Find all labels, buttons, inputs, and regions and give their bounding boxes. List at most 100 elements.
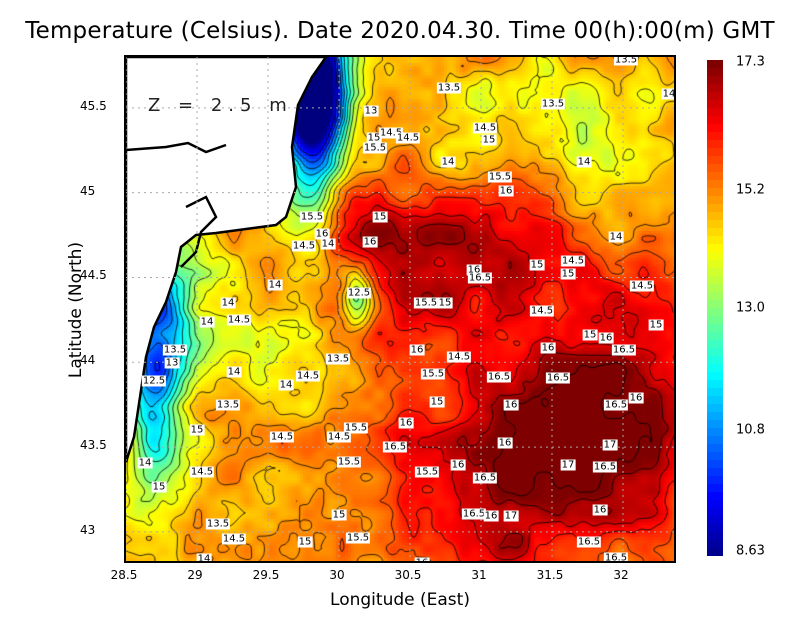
contour-label: 14	[661, 88, 676, 100]
colorbar-tick-label: 8.63	[736, 543, 765, 559]
contour-label: 13.5	[613, 55, 639, 66]
contour-label: 16	[628, 392, 644, 404]
contour-label: 15	[560, 268, 576, 280]
contour-label: 16	[598, 332, 614, 344]
contour-label: 15	[481, 134, 497, 146]
contour-label: 14	[226, 366, 242, 378]
x-tick-label: 31.5	[536, 568, 564, 582]
colorbar-tick-label: 17.3	[736, 54, 765, 70]
contour-label: 17	[503, 510, 519, 522]
contour-label: 16.5	[461, 508, 487, 520]
contour-label: 16	[503, 399, 519, 411]
contour-label: 15	[189, 424, 205, 436]
contour-label: 16	[498, 185, 514, 197]
contour-label: 13.5	[325, 353, 351, 365]
contour-label: 14	[220, 297, 236, 309]
contour-label: 16	[592, 504, 608, 516]
x-tick-label: 30.5	[394, 568, 422, 582]
contour-label: 15.5	[345, 532, 371, 544]
contour-label: 16.5	[486, 371, 512, 383]
contour-label: 13.5	[215, 399, 241, 411]
contour-label: 15.5	[413, 297, 439, 309]
contour-label: 14.5	[326, 431, 352, 443]
contour-label: 13	[164, 357, 180, 369]
y-tick-label: 45.5	[80, 98, 107, 113]
contour-label: 13.5	[162, 344, 188, 356]
contour-label: 16	[314, 228, 330, 240]
contour-label: 16	[497, 437, 513, 449]
colorbar-tick-label: 15.2	[736, 182, 765, 198]
contour-label: 13.5	[205, 518, 231, 530]
contour-label: 15.5	[362, 142, 388, 154]
contour-label: 14.5	[226, 314, 252, 326]
contour-label: 16.5	[576, 536, 602, 548]
depth-label: Z = 2.5 m	[148, 95, 293, 116]
contour-label: 16.5	[382, 441, 408, 453]
contour-label: 16	[362, 236, 378, 248]
contour-label: 15	[429, 396, 445, 408]
contour-label: 15.5	[487, 171, 513, 183]
contour-label: 14.5	[269, 431, 295, 443]
border-line	[126, 141, 227, 154]
y-tick-label: 44.5	[80, 268, 107, 283]
x-tick-label: 32	[613, 568, 629, 582]
contour-label: 15.5	[343, 422, 369, 434]
contour-label: 16.5	[472, 472, 498, 484]
delta-outline	[180, 195, 218, 268]
contour-label: 15.5	[336, 456, 362, 468]
colorbar	[707, 60, 723, 556]
contour-label: 14.5	[189, 466, 215, 478]
contour-label: 14	[320, 238, 336, 250]
contour-label: 14	[440, 156, 456, 168]
contour-label: 16	[540, 342, 556, 354]
contour-label: 16.5	[603, 552, 629, 563]
contour-label: 16.5	[467, 272, 493, 284]
contour-label: 15	[582, 329, 598, 341]
contour-label: 16.5	[603, 399, 629, 411]
contour-label: 14	[576, 156, 592, 168]
contour-label: 12.5	[141, 375, 167, 387]
land-coastline	[126, 57, 328, 463]
x-tick-label: 31	[471, 568, 487, 582]
contour-label: 14	[608, 231, 624, 243]
chart-title: Temperature (Celsius). Date 2020.04.30. …	[25, 18, 775, 44]
contour-label: 13.5	[540, 98, 566, 110]
y-tick-label: 43.5	[80, 438, 107, 453]
contour-label: 15	[529, 259, 545, 271]
y-tick-label: 45	[80, 183, 96, 198]
contour-label: 15	[331, 509, 347, 521]
contour-label: 14	[267, 279, 283, 291]
contour-label: 14.5	[221, 533, 247, 545]
x-tick-label: 29.5	[252, 568, 280, 582]
contour-label: 14.5	[472, 122, 498, 134]
colorbar-tick-label: 13.0	[736, 300, 765, 316]
contour-label: 15.5	[420, 368, 446, 380]
contour-label: 13.5	[436, 82, 462, 94]
x-tick-label: 29	[187, 568, 203, 582]
contour-label: 14.5	[629, 280, 655, 292]
contour-label: 15	[151, 481, 167, 493]
contour-label: 16.5	[611, 344, 637, 356]
contour-label: 16.5	[592, 461, 618, 473]
contour-label: 14	[278, 379, 294, 391]
contour-label: 16	[409, 344, 425, 356]
contour-label: 14.5	[378, 127, 404, 139]
contour-label: 15	[366, 132, 382, 144]
x-tick-label: 30	[329, 568, 345, 582]
contour-label: 16.5	[545, 372, 571, 384]
contour-label: 17	[602, 439, 618, 451]
contour-label: 14	[196, 553, 212, 563]
contour-label: 14	[137, 457, 153, 469]
y-tick-label: 43	[80, 522, 96, 537]
contour-label: 16	[398, 417, 414, 429]
contour-label: 14.5	[446, 351, 472, 363]
contour-label: 14	[199, 316, 215, 328]
contour-label: 15	[372, 211, 388, 223]
contour-label: 16	[450, 459, 466, 471]
colorbar-tick-label: 10.8	[736, 422, 765, 438]
contour-label: 14.5	[395, 132, 421, 144]
contour-label: 17	[560, 459, 576, 471]
y-axis-label: Latitude (North)	[66, 241, 86, 379]
contour-label: 14.5	[560, 255, 586, 267]
contour-label: 13	[363, 105, 379, 117]
